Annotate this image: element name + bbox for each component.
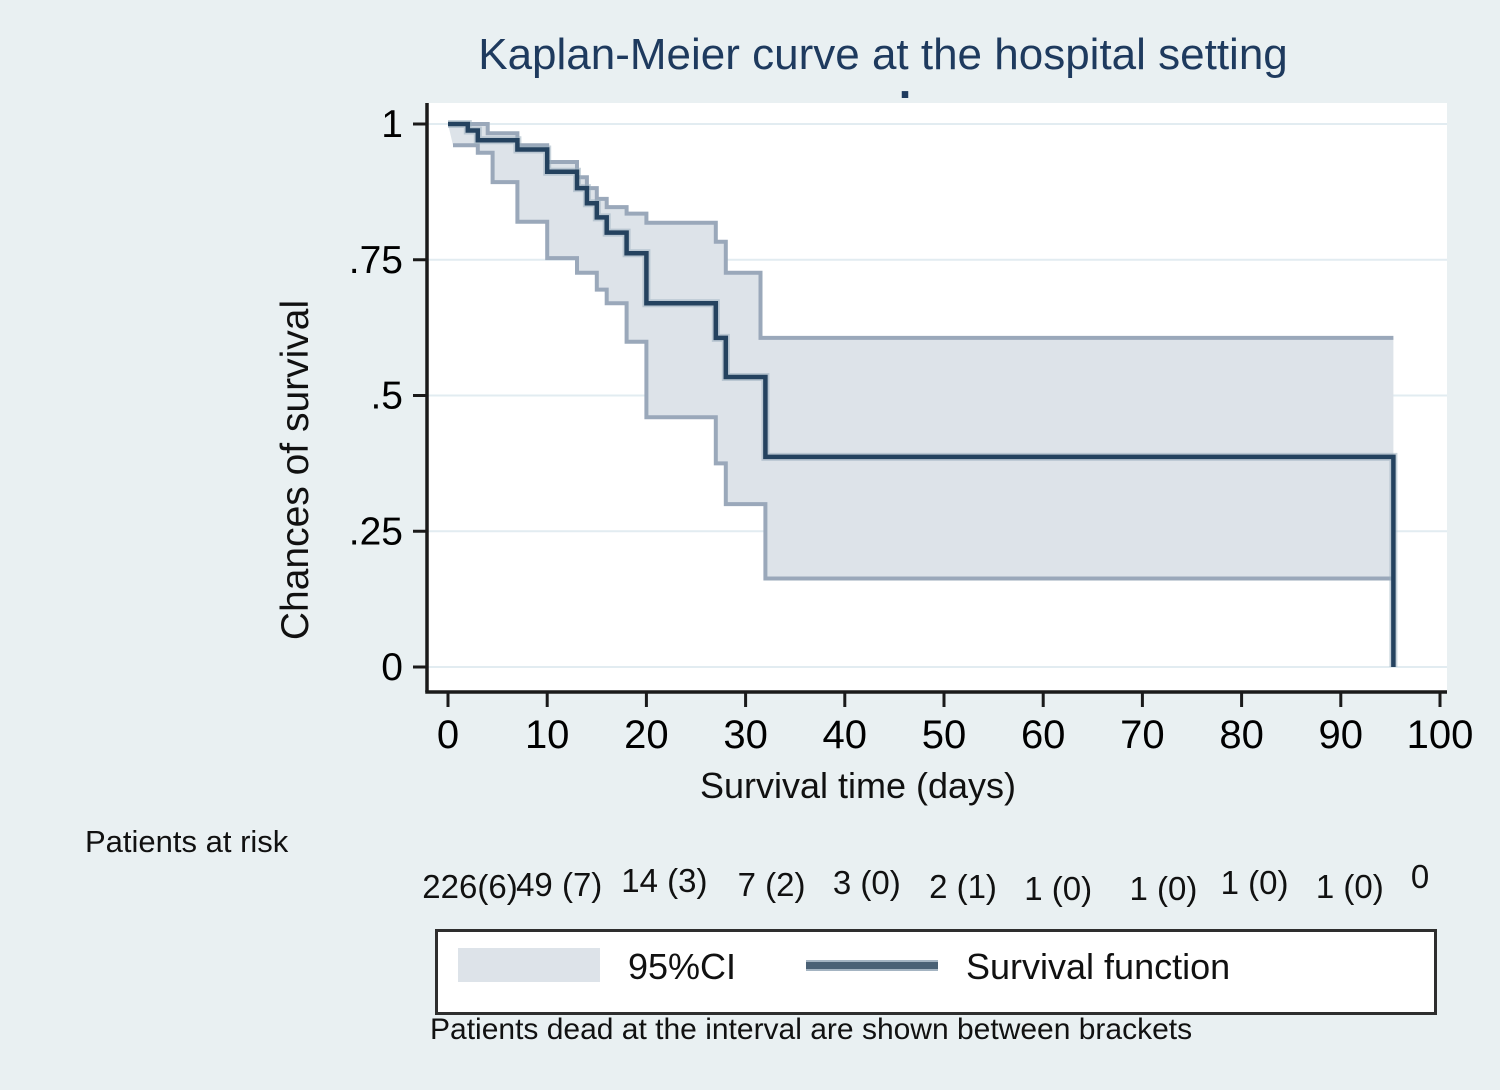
x-tick-label: 0 [437,713,459,757]
x-tick-label: 100 [1407,713,1474,757]
y-tick-label: 1 [381,103,403,146]
legend-box: 95%CI Survival function [435,929,1437,1015]
chart-title: Kaplan-Meier curve at the hospital setti… [478,30,1288,79]
x-tick-label: 80 [1219,713,1264,757]
y-tick-label: 0 [381,646,403,689]
footnote: Patients dead at the interval are shown … [430,1013,1193,1046]
patients-at-risk-value: 226(6) [422,868,518,905]
survival-line-swatch-core [806,962,938,969]
x-tick-label: 60 [1021,713,1066,757]
x-tick-label: 50 [922,713,967,757]
patients-at-risk-value: 1 (0) [1024,870,1093,907]
survival-line-swatch [806,960,938,971]
ci-lower-line [453,143,1394,581]
patients-at-risk-value: 49 (7) [516,866,603,903]
y-axis-title: Chances of survival [274,299,317,641]
ci-band [448,124,1394,579]
x-tick-label: 90 [1319,713,1364,757]
patients-at-risk-value: 0 [1410,858,1430,895]
legend-ci-label: 95%CI [628,946,737,987]
patients-at-risk-value: 7 (2) [737,866,806,903]
y-tick-label: .25 [349,510,403,553]
x-tick-label: 70 [1120,713,1165,757]
patients-at-risk-value: 1 (0) [1129,870,1198,907]
x-tick-label: 40 [823,713,868,757]
patients-at-risk-value: 1 (0) [1220,864,1289,901]
patients-at-risk-value: 3 (0) [832,864,901,901]
ci-upper-line [448,122,1394,340]
x-tick-label: 10 [525,713,570,757]
patients-at-risk-value: 2 (1) [929,868,997,905]
x-axis-title: Survival time (days) [699,765,1017,806]
x-tick-label: 30 [723,713,768,757]
patients-at-risk-label: Patients at risk [85,824,289,859]
legend-line-label: Survival function [966,946,1231,987]
patients-at-risk-value: 1 (0) [1315,868,1384,905]
ci-band-swatch [458,948,600,982]
patients-at-risk-value: 14 (3) [621,862,708,899]
survival-line [448,121,1396,667]
y-tick-label: .75 [349,239,403,282]
chart-subtitle-dot: . [898,56,912,108]
x-tick-label: 20 [624,713,669,757]
y-tick-label: .5 [370,375,403,418]
